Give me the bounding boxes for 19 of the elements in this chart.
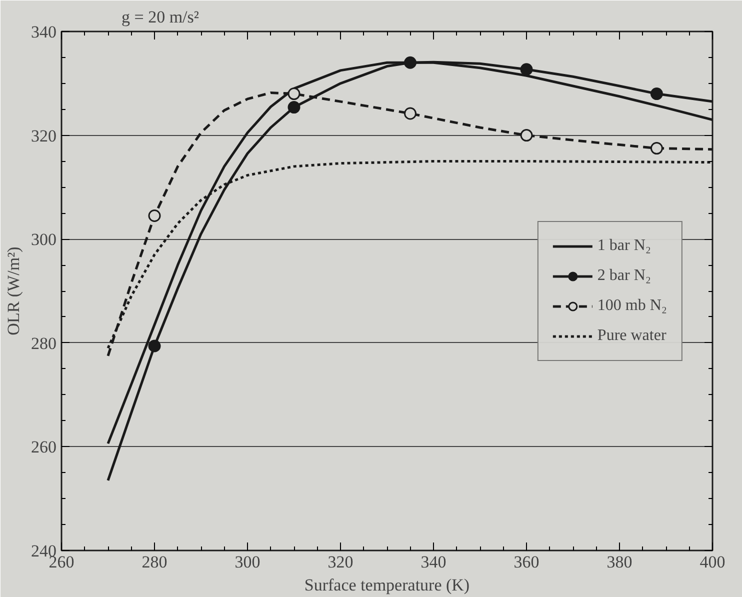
x-tick-label: 280 <box>142 552 168 572</box>
x-axis-title: Surface temperature (K) <box>304 576 470 594</box>
y-tick-label: 300 <box>31 230 56 250</box>
x-tick-label: 400 <box>700 552 726 572</box>
y-tick-label: 320 <box>31 126 56 146</box>
y-tick-label: 340 <box>31 22 56 42</box>
legend-label: 2 bar N₂ <box>597 266 651 284</box>
legend-label: 1 bar N₂ <box>597 236 651 254</box>
legend-label: 100 mb N₂ <box>597 296 667 314</box>
legend-label: Pure water <box>597 326 666 344</box>
x-tick-label: 320 <box>328 552 354 572</box>
y-axis-title: OLR (W/m²) <box>4 246 23 336</box>
x-tick-label: 300 <box>234 552 260 572</box>
x-tick-label: 380 <box>606 552 632 572</box>
chart-title: g = 20 m/s² <box>122 8 199 26</box>
x-tick-label: 340 <box>420 552 446 572</box>
y-tick-label: 260 <box>31 438 56 457</box>
y-tick-label: 280 <box>31 334 56 353</box>
x-tick-label: 360 <box>514 552 540 572</box>
